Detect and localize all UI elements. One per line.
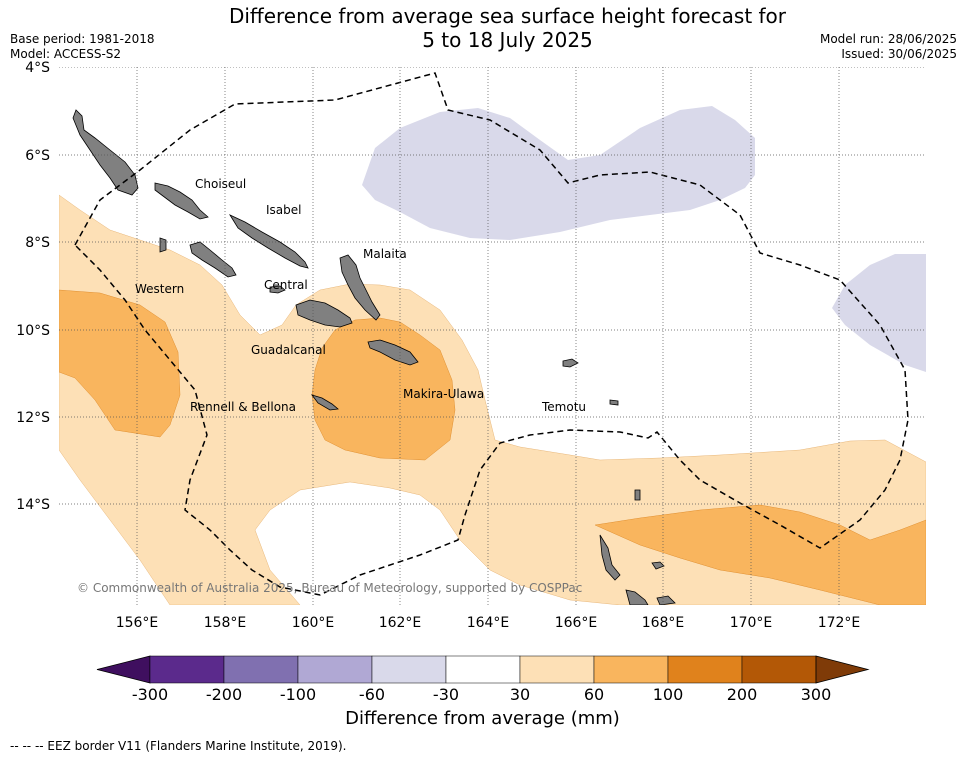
lat-label: 12°S <box>16 410 50 426</box>
colorbar-swatch <box>519 655 595 684</box>
colorbar-swatch <box>297 655 373 684</box>
region-label-malaita: Malaita <box>363 247 407 261</box>
lon-label: 168°E <box>642 615 685 631</box>
colorbar-swatch <box>445 655 521 684</box>
colorbar-extend-min <box>96 655 151 684</box>
lat-label: 6°S <box>25 148 50 164</box>
lat-label: 10°S <box>16 323 50 339</box>
land-island <box>159 237 167 253</box>
colorbar-extend-max <box>815 655 870 684</box>
land-island <box>651 561 665 570</box>
colorbar-swatch <box>741 655 817 684</box>
anomaly-area-60-100 <box>311 317 456 461</box>
land-island <box>269 285 286 294</box>
region-label-guadalcanal: Guadalcanal <box>251 343 326 357</box>
region-label-isabel: Isabel <box>266 203 301 217</box>
land-island <box>609 399 619 406</box>
land-island <box>634 489 641 501</box>
lon-label: 172°E <box>818 615 861 631</box>
region-label-rennell-bellona: Rennell & Bellona <box>190 400 296 414</box>
land-island <box>295 299 353 328</box>
eez-border-solomon <box>74 72 909 596</box>
colorbar-swatch <box>593 655 669 684</box>
colorbar-tick-label: -300 <box>132 685 168 704</box>
anomaly-area-30-60 <box>59 194 926 605</box>
lon-label: 166°E <box>555 615 598 631</box>
colorbar-tick-label: 100 <box>653 685 684 704</box>
colorbar-swatch <box>667 655 743 684</box>
colorbar-tick-label: -100 <box>280 685 316 704</box>
issued-text: Issued: 30/06/2025 <box>841 47 957 61</box>
land-island <box>228 214 309 269</box>
anomaly-area-negative <box>832 254 926 372</box>
graticule <box>59 67 926 605</box>
land-island <box>310 394 339 411</box>
chart-title-line1: Difference from average sea surface heig… <box>228 4 787 28</box>
land-island <box>154 182 209 220</box>
copyright-text: © Commonwealth of Australia 2025, Bureau… <box>77 581 582 595</box>
colorbar-tick-label: -60 <box>359 685 385 704</box>
model-run-text: Model run: 28/06/2025 <box>819 32 957 46</box>
colorbar-tick-label: 200 <box>727 685 758 704</box>
map-plot-area: Choiseul Isabel Malaita Western Central … <box>59 67 926 605</box>
region-label-makira-ulawa: Makira-Ulawa <box>403 387 484 401</box>
region-label-choiseul: Choiseul <box>195 177 246 191</box>
land-island <box>562 358 579 368</box>
region-label-western: Western <box>135 282 184 296</box>
eez-legend-note: -- -- -- EEZ border V11 (Flanders Marine… <box>10 739 347 753</box>
land-island <box>72 109 139 196</box>
region-label-central: Central <box>264 278 308 292</box>
colorbar-tick-label: 60 <box>584 685 604 704</box>
lon-label: 164°E <box>467 615 510 631</box>
colorbar-title: Difference from average (mm) <box>345 708 620 729</box>
lat-label: 8°S <box>25 235 50 251</box>
lon-label: 160°E <box>292 615 335 631</box>
colorbar-tick-label: 300 <box>801 685 832 704</box>
anomaly-area-60-100 <box>594 504 926 605</box>
anomaly-area-negative <box>362 106 755 240</box>
land-island <box>367 339 419 366</box>
land-island <box>656 595 676 605</box>
colorbar-swatch <box>149 655 225 684</box>
lon-label: 156°E <box>116 615 159 631</box>
colorbar-tick-label: -200 <box>206 685 242 704</box>
land-island <box>625 589 649 605</box>
land-island <box>339 254 381 321</box>
model-text: Model: ACCESS-S2 <box>10 47 122 61</box>
lon-label: 158°E <box>204 615 247 631</box>
base-period-text: Base period: 1981-2018 <box>10 32 155 46</box>
lon-label: 170°E <box>730 615 773 631</box>
land-island <box>599 534 621 581</box>
colorbar-ticks: -300 -200 -100 -60 -30 30 60 100 200 300 <box>132 685 831 704</box>
anomaly-area-60-100 <box>59 289 181 438</box>
colorbar-swatch <box>371 655 447 684</box>
region-label-temotu: Temotu <box>541 400 586 414</box>
land-island <box>189 241 237 278</box>
land-masses <box>72 109 676 605</box>
lat-label: 4°S <box>25 60 50 76</box>
colorbar-swatch <box>223 655 299 684</box>
lon-label: 162°E <box>379 615 422 631</box>
colorbar-tick-label: -30 <box>433 685 459 704</box>
chart-title-line2: 5 to 18 July 2025 <box>422 28 593 52</box>
colorbar <box>96 655 870 684</box>
lat-label: 14°S <box>16 497 50 513</box>
colorbar-tick-label: 30 <box>510 685 530 704</box>
